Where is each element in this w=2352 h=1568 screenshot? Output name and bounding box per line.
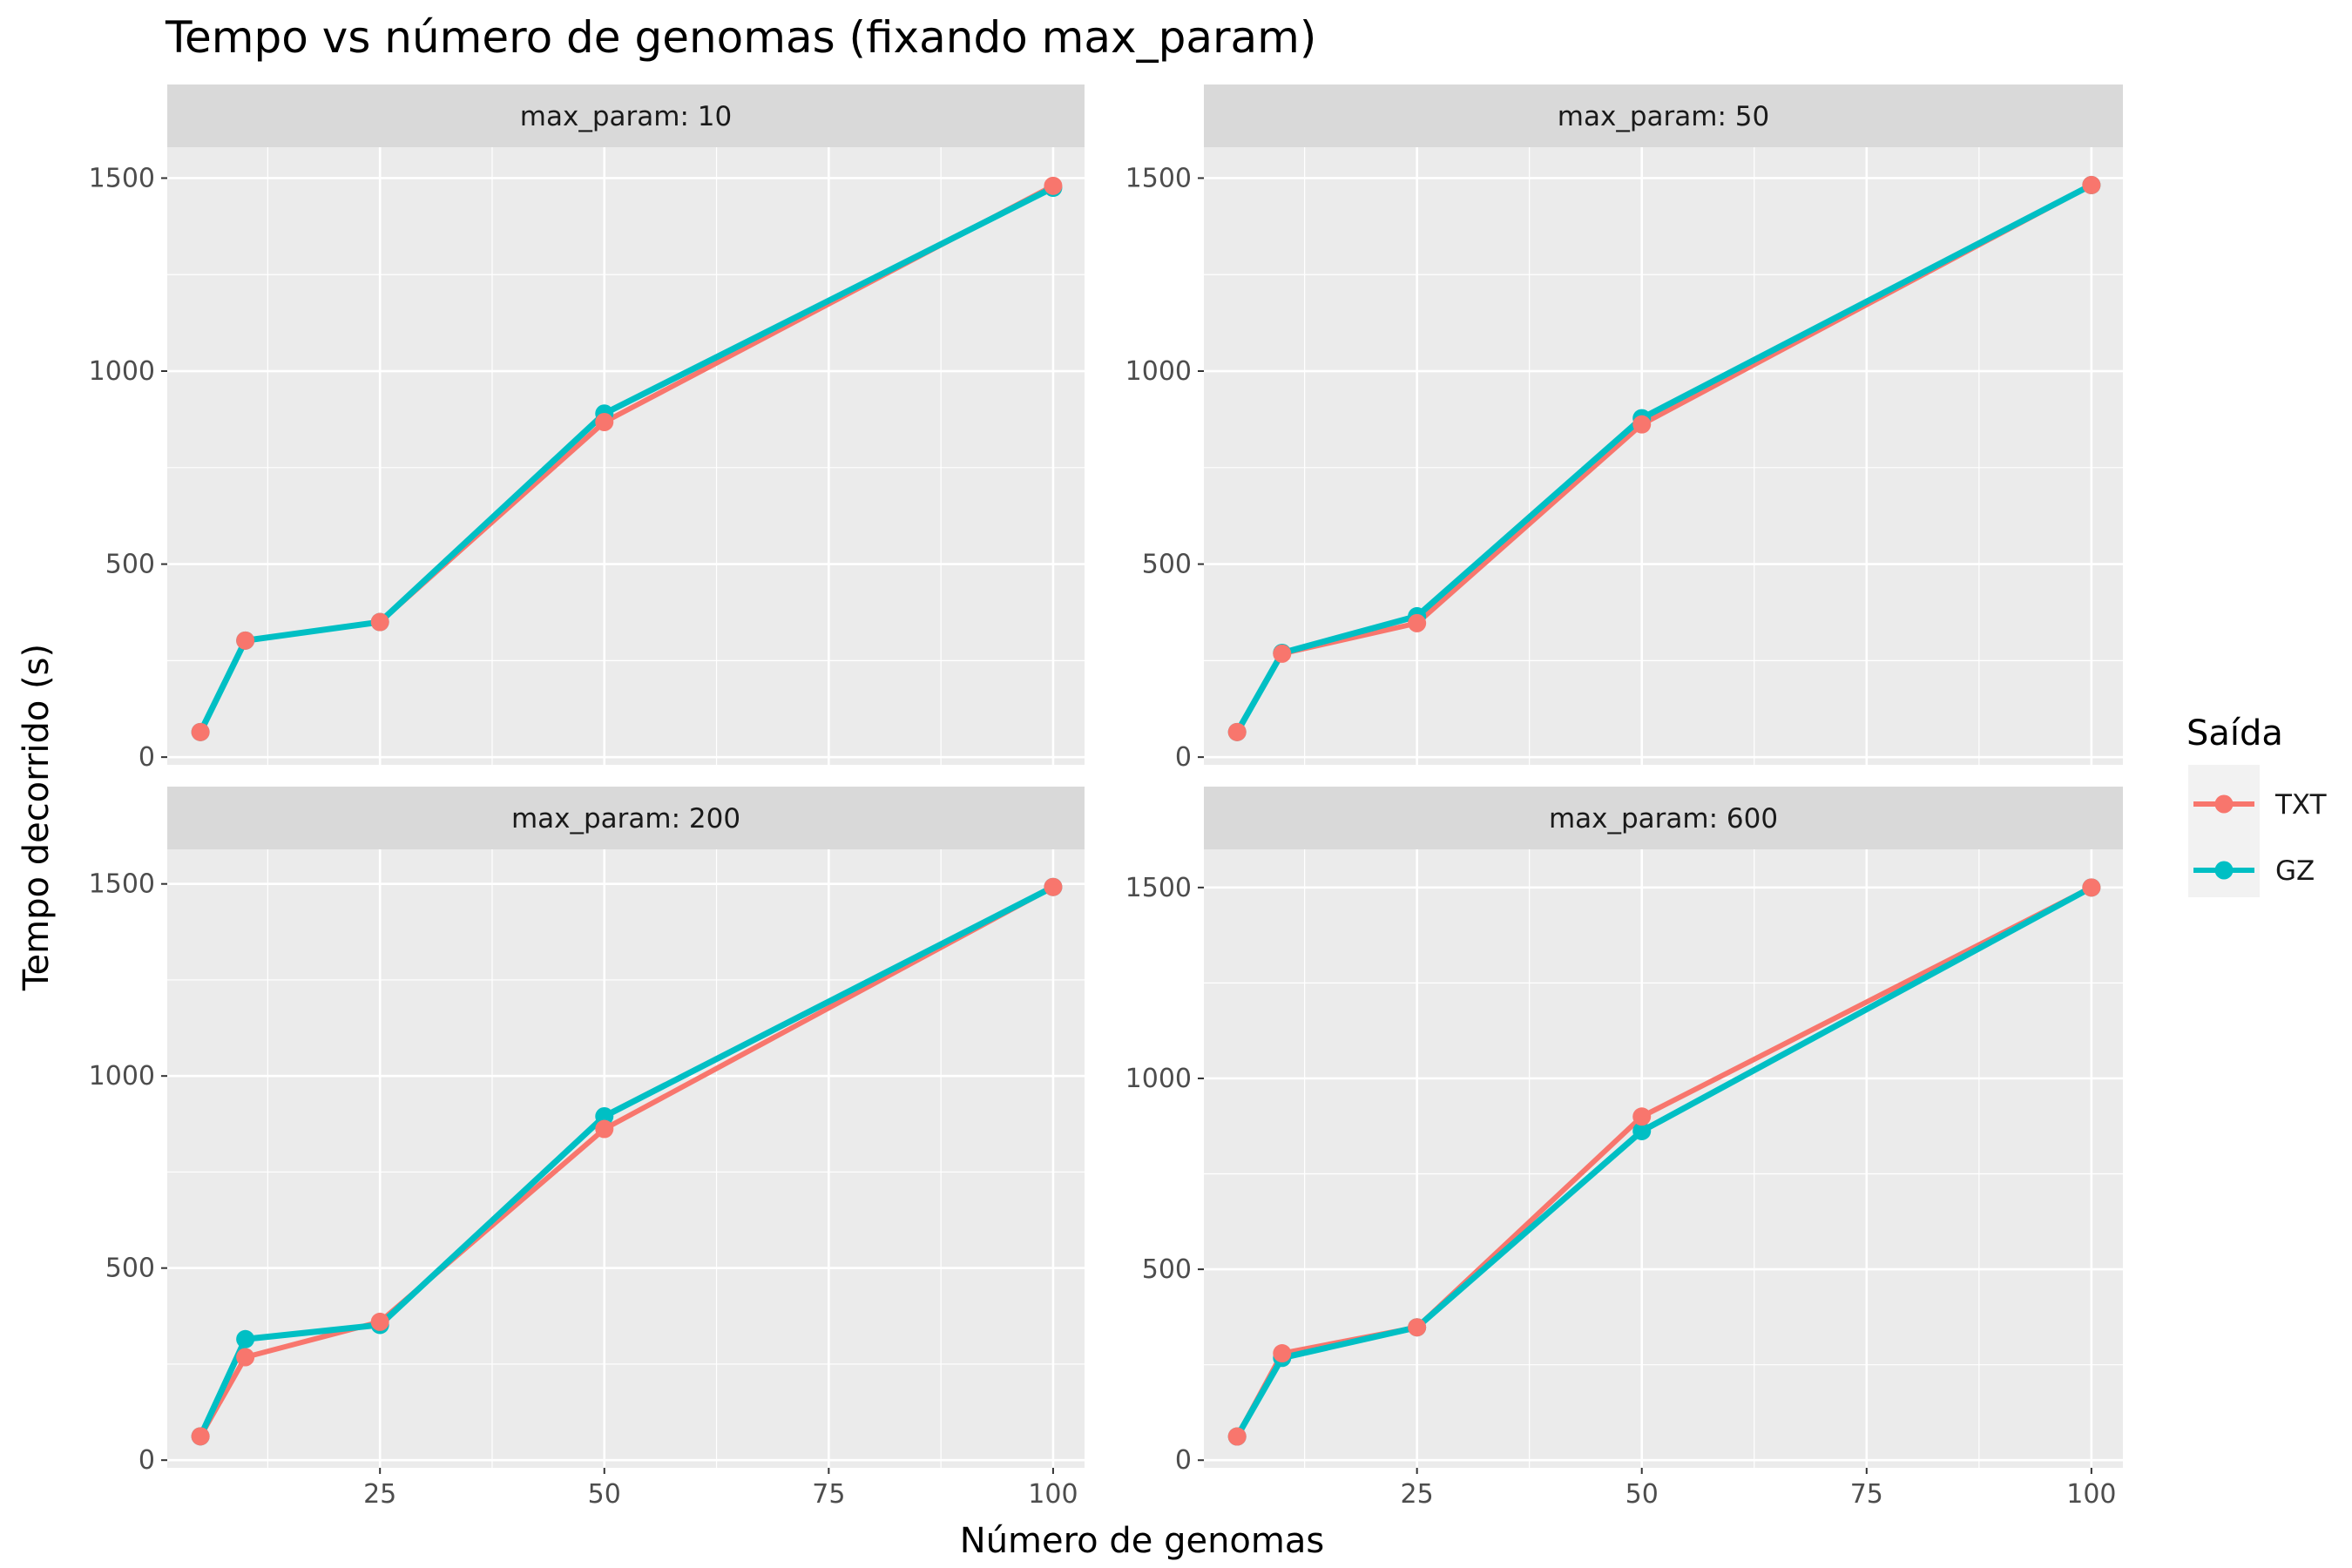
y-tick-label: 500 [105,1254,155,1284]
facet-strip [167,787,1085,849]
data-point-txt [2082,878,2101,897]
legend: Saída TXT GZ [2186,713,2328,897]
facet-strip-label: max_param: 50 [1558,101,1769,132]
x-tick-label: 75 [1850,1479,1883,1510]
data-point-txt [1632,415,1652,434]
y-tick-label: 500 [1142,550,1192,580]
y-tick-label: 1000 [89,1061,155,1092]
facet-strip-label: max_param: 10 [520,101,732,132]
y-tick-label: 0 [1175,1445,1192,1476]
legend-title: Saída [2186,713,2283,754]
y-tick-label: 0 [1175,742,1192,773]
facet-panel: max_param: 10 0 500 1000 1500 [89,84,1085,773]
data-point-txt [370,612,389,632]
data-point-txt [595,1119,614,1139]
data-point-txt [1408,1318,1427,1337]
legend-entry-label: TXT [2274,789,2328,821]
chart-title: Tempo vs número de genomas (fixando max_… [165,12,1316,63]
facet-panel: max_param: 600 0 500 1000 1500 25 50 75 100 [1125,787,2123,1510]
data-point-txt [191,1427,210,1446]
y-axis-title: Tempo decorrido (s) [17,644,57,991]
y-tick-label: 1000 [89,356,155,387]
y-tick-label: 1500 [89,869,155,900]
data-point-txt [595,413,614,432]
facet-strip [1204,84,2123,147]
y-tick-label: 1500 [1125,873,1192,903]
x-tick-label: 100 [2066,1479,2116,1510]
facet-panel: max_param: 200 0 500 1000 1500 25 50 75 100 [89,787,1085,1510]
x-tick-label: 100 [1028,1479,1078,1510]
data-point-txt [2082,175,2101,194]
y-tick-label: 0 [139,742,155,773]
facet-strip [1204,787,2123,849]
data-point-txt [236,1348,255,1367]
y-tick-label: 500 [1142,1254,1192,1285]
y-tick-label: 1500 [89,163,155,193]
x-tick-label: 25 [363,1479,396,1510]
data-point-txt [370,1312,389,1331]
facet-strip-label: max_param: 600 [1549,803,1778,835]
data-point-txt [1044,176,1063,195]
y-tick-label: 500 [105,550,155,580]
data-point-txt [1408,613,1427,632]
facet-strip-label: max_param: 200 [511,803,740,835]
x-tick-label: 75 [812,1479,845,1510]
data-point-txt [236,631,255,650]
facet-panel: max_param: 50 0 500 1000 1500 [1125,84,2123,773]
y-tick-label: 0 [139,1445,155,1476]
legend-entry-label: GZ [2275,855,2315,887]
x-axis-title: Número de genomas [960,1521,1324,1561]
data-point-txt [1273,644,1292,663]
legend-key-point-txt [2214,794,2234,814]
facet-strip [167,84,1085,147]
y-tick-label: 1500 [1125,163,1192,193]
data-point-txt [1632,1107,1652,1126]
x-tick-label: 25 [1401,1479,1434,1510]
data-point-txt [1273,1344,1292,1363]
legend-key-point-gz [2214,861,2234,880]
data-point-txt [1227,1427,1247,1446]
data-point-gz [236,1329,255,1348]
data-point-txt [1044,877,1063,896]
x-tick-label: 50 [588,1479,621,1510]
data-point-txt [191,722,210,741]
y-tick-label: 1000 [1125,1064,1192,1094]
data-point-gz [595,1106,614,1125]
data-point-txt [1227,722,1247,741]
y-tick-label: 1000 [1125,356,1192,387]
x-tick-label: 50 [1625,1479,1659,1510]
data-point-gz [1632,1121,1652,1140]
